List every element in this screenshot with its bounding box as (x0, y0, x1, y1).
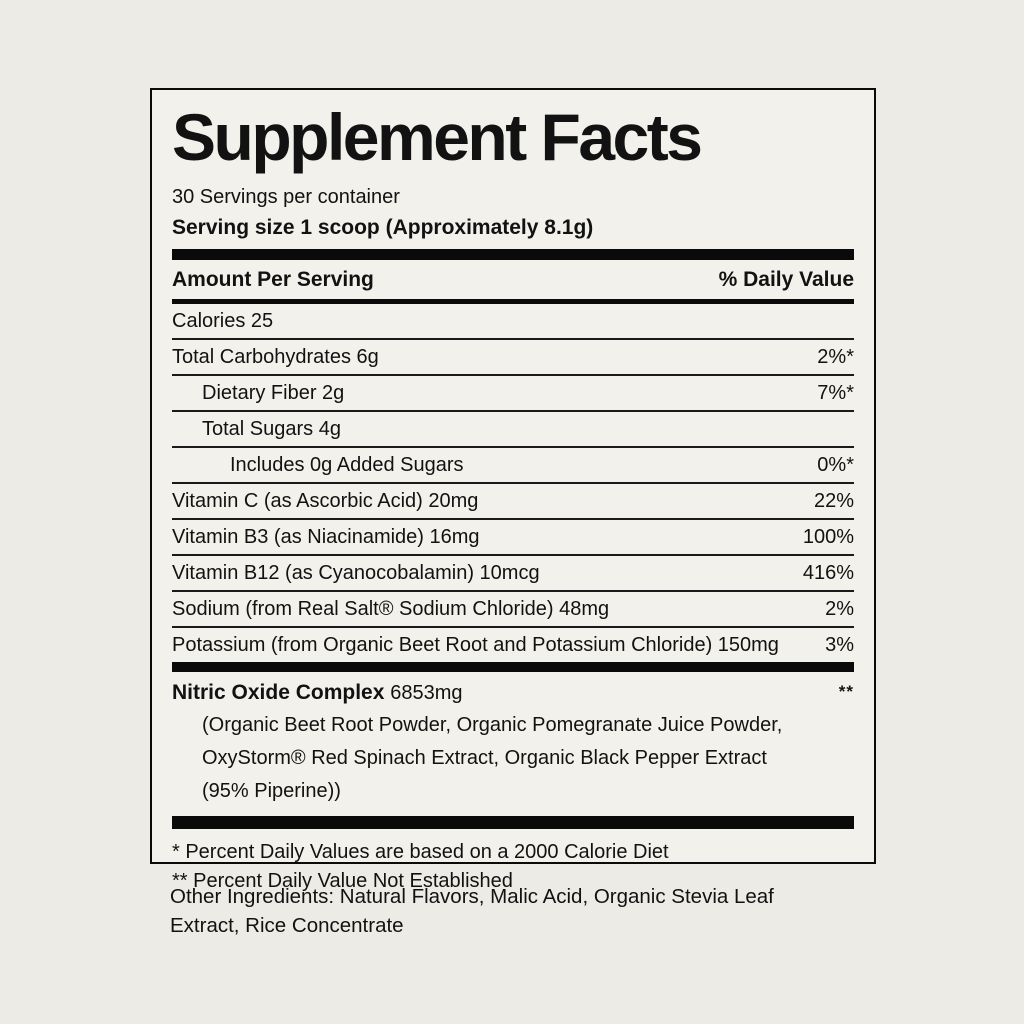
nutrient-daily-value: 7%* (817, 381, 854, 404)
nutrient-name: Calories 25 (172, 309, 274, 332)
panel-title: Supplement Facts (172, 100, 703, 174)
complex-description: (Organic Beet Root Powder, Organic Pomeg… (172, 709, 854, 808)
nutrient-daily-value: 100% (802, 525, 854, 548)
nutrient-daily-value: 0%* (817, 453, 854, 476)
column-header-row: Amount Per Serving % Daily Value (172, 260, 854, 299)
nutrient-name: Total Sugars 4g (202, 417, 341, 440)
nutrient-name: Potassium (from Organic Beet Root and Po… (172, 633, 779, 656)
servings-per-container: 30 Servings per container (172, 186, 400, 208)
nutrient-name: Vitamin B12 (as Cyanocobalamin) 10mcg (172, 561, 540, 584)
table-row-potassium: Potassium (from Organic Beet Root and Po… (172, 626, 854, 662)
nutrient-daily-value: 2%* (817, 345, 854, 368)
nutrient-daily-value: 2% (825, 597, 854, 620)
nutrient-name: Vitamin C (as Ascorbic Acid) 20mg (172, 489, 479, 512)
complex-amount: 6853mg (390, 682, 463, 704)
table-row-vitamin-c: Vitamin C (as Ascorbic Acid) 20mg 22% (172, 482, 854, 518)
table-row-total-carbohydrates: Total Carbohydrates 6g 2%* (172, 338, 854, 374)
footnote-not-established: ** Percent Daily Value Not Established (172, 870, 513, 892)
nutrient-daily-value: 3% (825, 633, 854, 656)
complex-header-row: Nitric Oxide Complex 6853mg ** (172, 672, 854, 707)
nutrient-name: Vitamin B3 (as Niacinamide) 16mg (172, 525, 480, 548)
table-row-added-sugars: Includes 0g Added Sugars 0%* (172, 446, 854, 482)
supplement-facts-panel: Supplement Facts 30 Servings per contain… (150, 88, 876, 892)
footnote-daily-values: * Percent Daily Values are based on a 20… (172, 841, 669, 863)
nutrient-daily-value: 22% (813, 489, 854, 512)
table-row-vitamin-b12: Vitamin B12 (as Cyanocobalamin) 10mcg 41… (172, 554, 854, 590)
nutrient-rows: Calories 25 Total Carbohydrates 6g 2%* D… (172, 304, 854, 662)
thick-rule-top (172, 249, 854, 260)
table-row-total-sugars: Total Sugars 4g (172, 410, 854, 446)
table-row-calories: Calories 25 (172, 304, 854, 338)
table-row-dietary-fiber: Dietary Fiber 2g 7%* (172, 374, 854, 410)
thick-rule-complex (172, 662, 854, 672)
complex-description-line: OxyStorm® Red Spinach Extract, Organic B… (202, 747, 767, 769)
serving-size: Serving size 1 scoop (Approximately 8.1g… (172, 216, 594, 239)
nutrient-name: Dietary Fiber 2g (202, 381, 345, 404)
table-row-sodium: Sodium (from Real Salt® Sodium Chloride)… (172, 590, 854, 626)
other-ingredients: Other Ingredients: Natural Flavors, Mali… (170, 885, 774, 937)
complex-daily-value: ** (838, 682, 854, 701)
nutrient-name: Total Carbohydrates 6g (172, 345, 379, 368)
column-header-amount: Amount Per Serving (172, 268, 374, 291)
thick-rule-bottom (172, 816, 854, 829)
table-row-vitamin-b3: Vitamin B3 (as Niacinamide) 16mg 100% (172, 518, 854, 554)
footnotes: * Percent Daily Values are based on a 20… (172, 838, 854, 896)
column-header-daily-value: % Daily Value (718, 268, 854, 291)
complex-description-line: (95% Piperine)) (202, 780, 341, 802)
nutrient-daily-value: 416% (802, 561, 854, 584)
complex-name: Nitric Oxide Complex (172, 681, 385, 704)
complex-description-line: (Organic Beet Root Powder, Organic Pomeg… (202, 714, 783, 736)
complex-name-amount: Nitric Oxide Complex 6853mg (172, 681, 463, 705)
medium-rule-header (172, 299, 854, 304)
nutrient-name: Sodium (from Real Salt® Sodium Chloride)… (172, 597, 610, 620)
nutrient-name: Includes 0g Added Sugars (230, 453, 464, 476)
